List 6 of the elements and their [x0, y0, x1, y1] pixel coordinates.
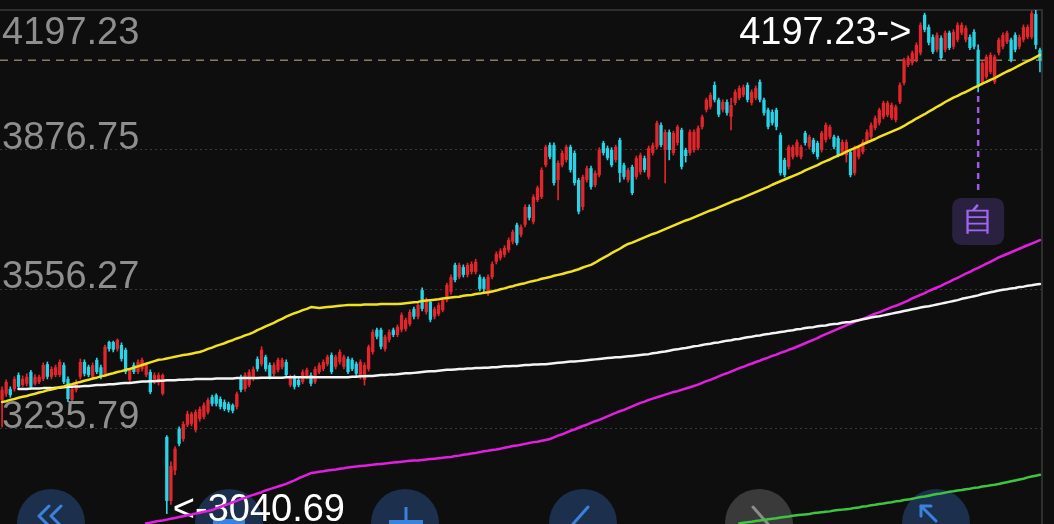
y-tick-label: 3876.75 — [2, 114, 140, 157]
annotation: 自 — [962, 200, 995, 239]
y-tick-label: 3556.27 — [2, 254, 140, 297]
y-tick-label: 3235.79 — [2, 393, 140, 436]
annotation: 4197.23-> — [739, 10, 912, 52]
y-tick-label: 4197.23 — [2, 10, 140, 53]
